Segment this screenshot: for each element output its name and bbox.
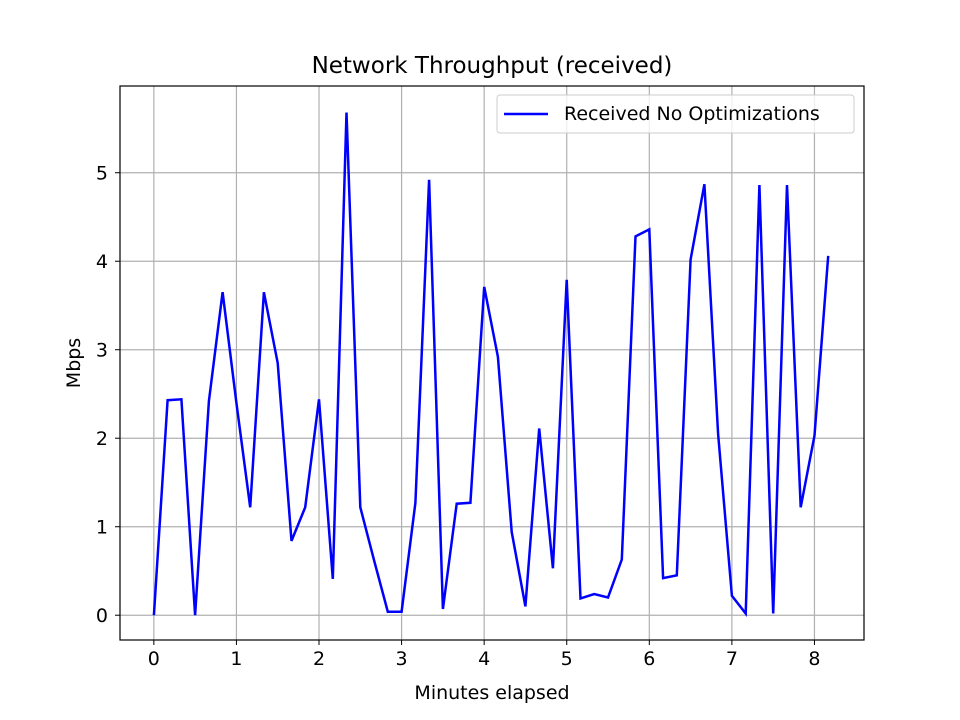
- y-tick-label: 4: [96, 251, 108, 273]
- x-tick-label: 5: [561, 648, 573, 670]
- y-tick-label: 5: [96, 163, 108, 185]
- chart-title: Network Throughput (received): [312, 53, 673, 79]
- x-axis-label: Minutes elapsed: [414, 682, 569, 704]
- x-tick-label: 4: [478, 648, 490, 670]
- y-tick-label: 3: [96, 340, 108, 362]
- x-tick-label: 1: [230, 648, 242, 670]
- series-layer: [152, 112, 830, 617]
- legend: Received No Optimizations: [496, 94, 855, 134]
- x-tick-label: 6: [643, 648, 655, 670]
- x-tick-label: 2: [313, 648, 325, 670]
- axis-ticks: 0 1 2 3 4 5 6 7 8 0 1 2 3 4 5: [96, 163, 821, 670]
- y-tick-label: 0: [96, 605, 108, 627]
- y-tick-label: 2: [96, 428, 108, 450]
- legend-box: [496, 94, 855, 134]
- x-tick-label: 0: [148, 648, 160, 670]
- legend-label: Received No Optimizations: [564, 103, 820, 125]
- x-tick-label: 8: [808, 648, 820, 670]
- x-tick-label: 3: [396, 648, 408, 670]
- y-axis-label: Mbps: [63, 338, 85, 388]
- y-tick-label: 1: [96, 517, 108, 539]
- series-line-received: [152, 112, 830, 617]
- plot-frame: [119, 85, 865, 641]
- x-tick-label: 7: [726, 648, 738, 670]
- grid-lines: [120, 86, 864, 640]
